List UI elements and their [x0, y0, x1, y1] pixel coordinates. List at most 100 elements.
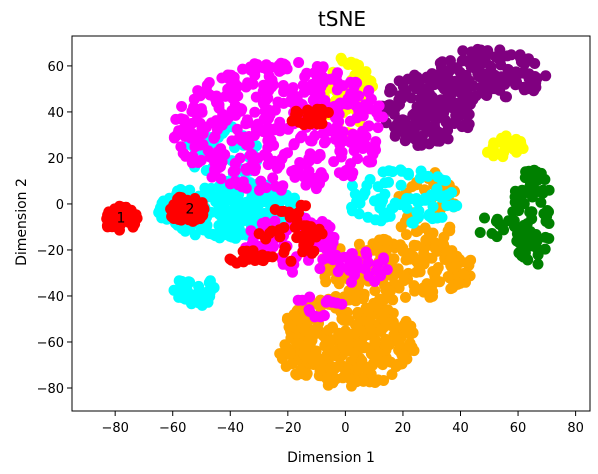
scatter-point — [310, 231, 322, 243]
scatter-point — [258, 149, 270, 161]
scatter-point — [388, 329, 400, 341]
scatter-point — [359, 101, 371, 113]
scatter-point — [427, 286, 439, 298]
scatter-point — [201, 79, 213, 91]
scatter-point — [196, 294, 208, 306]
scatter-point — [386, 85, 398, 97]
scatter-point — [278, 86, 290, 98]
scatter-point — [246, 148, 258, 160]
scatter-point — [300, 230, 312, 242]
scatter-point — [398, 88, 410, 100]
x-tick-label: 20 — [395, 421, 412, 436]
scatter-point — [357, 143, 369, 154]
scatter-point — [348, 145, 360, 157]
scatter-point — [537, 184, 549, 196]
scatter-point — [221, 190, 232, 202]
scatter-point — [517, 143, 529, 154]
scatter-point — [353, 68, 365, 80]
scatter-point — [231, 123, 243, 135]
scatter-point — [434, 57, 446, 69]
scatter-point — [179, 130, 191, 142]
scatter-point — [397, 349, 409, 361]
y-axis-label: Dimension 2 — [14, 178, 30, 266]
scatter-point — [210, 93, 221, 105]
scatter-point — [413, 79, 425, 91]
scatter-point — [521, 240, 532, 252]
scatter-point — [388, 121, 400, 133]
y-tick-label: 20 — [47, 152, 64, 167]
scatter-point — [365, 93, 377, 105]
scatter-point — [404, 193, 416, 205]
scatter-point — [212, 191, 224, 202]
scatter-point — [170, 113, 182, 125]
scatter-point — [299, 342, 311, 354]
scatter-point — [523, 68, 535, 80]
scatter-point — [342, 98, 354, 110]
scatter-point — [279, 193, 291, 205]
scatter-point — [422, 124, 434, 136]
scatter-point — [389, 197, 401, 209]
scatter-point — [318, 137, 330, 149]
scatter-point — [437, 128, 449, 140]
scatter-point — [317, 128, 329, 139]
scatter-point — [442, 271, 454, 282]
scatter-point — [258, 62, 270, 74]
chart-title: tSNE — [318, 7, 366, 31]
scatter-point — [444, 55, 456, 67]
x-tick-label: −40 — [217, 421, 244, 436]
scatter-point — [343, 285, 355, 297]
scatter-point — [292, 294, 304, 306]
scatter-point — [188, 93, 200, 105]
scatter-point — [519, 172, 531, 184]
scatter-point — [414, 137, 426, 149]
scatter-point — [446, 261, 458, 273]
scatter-point — [384, 99, 396, 111]
scatter-point — [345, 56, 357, 68]
scatter-point — [315, 311, 327, 323]
scatter-point — [373, 355, 385, 366]
scatter-point — [278, 148, 290, 160]
scatter-point — [362, 256, 374, 268]
scatter-point — [328, 156, 340, 168]
scatter-point — [188, 210, 200, 222]
scatter-point — [306, 247, 318, 259]
scatter-point — [365, 310, 377, 322]
scatter-point — [463, 89, 475, 101]
y-tick-label: −60 — [37, 336, 64, 351]
scatter-point — [311, 88, 323, 100]
scatter-point — [274, 348, 286, 360]
scatter-point — [381, 235, 393, 247]
scatter-point — [355, 325, 367, 337]
scatter-point — [222, 83, 234, 95]
scatter-point — [487, 141, 499, 153]
scatter-point — [263, 85, 275, 97]
scatter-point — [379, 293, 390, 305]
scatter-point — [490, 215, 502, 227]
scatter-point — [260, 233, 272, 245]
scatter-point — [262, 251, 274, 263]
scatter-point — [192, 157, 204, 168]
scatter-point — [357, 342, 369, 354]
scatter-point — [530, 237, 542, 249]
scatter-point — [215, 173, 227, 185]
scatter-point — [275, 57, 287, 69]
scatter-point — [240, 118, 252, 130]
scatter-point — [109, 203, 121, 215]
scatter-point — [240, 182, 252, 194]
scatter-point — [309, 172, 321, 184]
scatter-point — [263, 105, 275, 117]
scatter-point — [279, 242, 291, 254]
y-tick-label: −80 — [37, 382, 64, 397]
scatter-point — [450, 109, 462, 121]
scatter-point — [413, 105, 425, 117]
scatter-point — [413, 211, 425, 223]
scatter-point — [305, 135, 316, 147]
scatter-point — [423, 101, 435, 113]
scatter-point — [427, 266, 439, 277]
scatter-point — [194, 117, 206, 129]
scatter-point — [173, 208, 185, 220]
scatter-point — [424, 211, 436, 223]
scatter-point — [353, 363, 365, 375]
scatter-point — [232, 220, 244, 231]
scatter-point — [242, 77, 254, 89]
